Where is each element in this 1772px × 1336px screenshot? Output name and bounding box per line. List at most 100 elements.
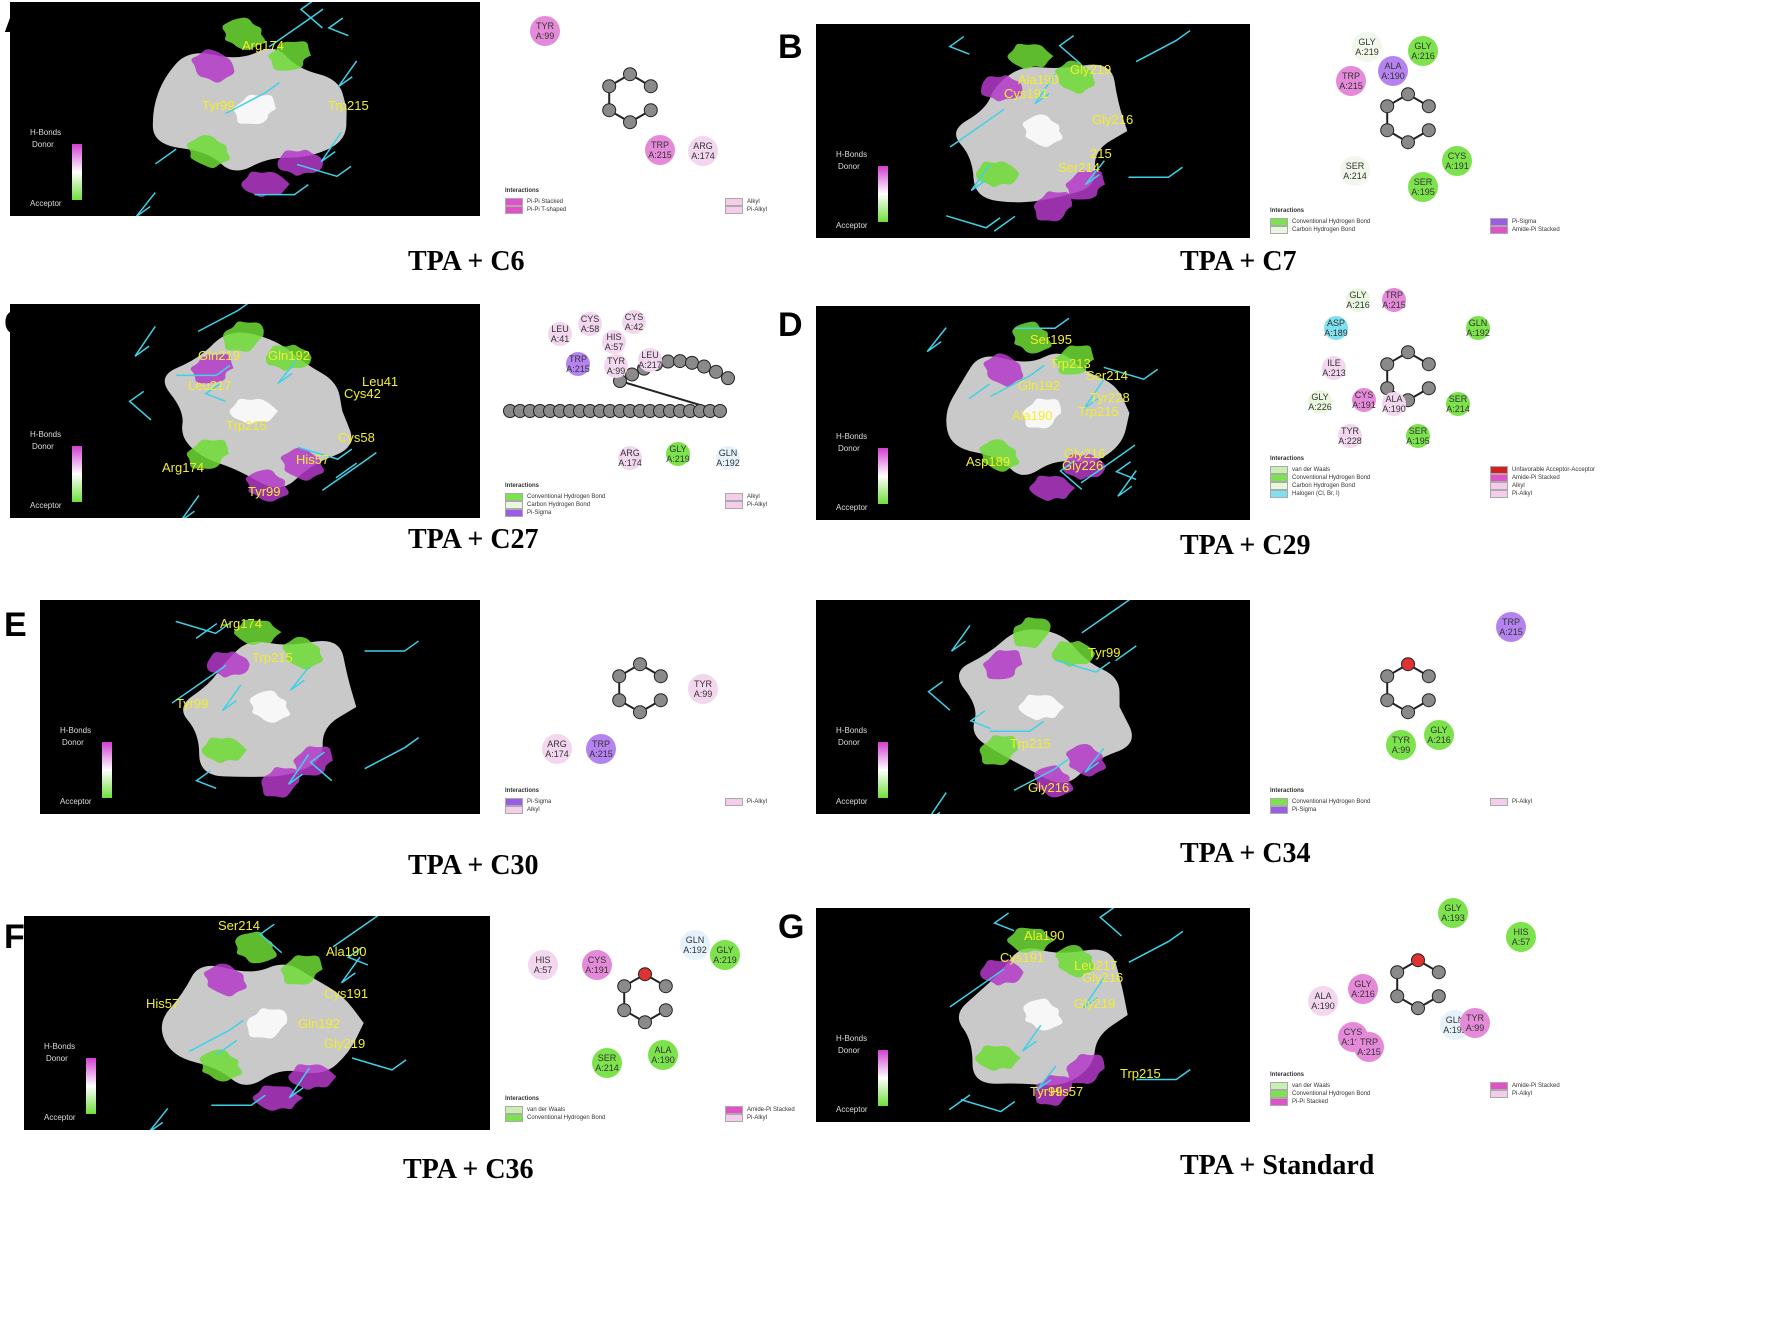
hbond-scale: H-Bonds Donor Acceptor <box>30 430 100 510</box>
residue-label: Trp215 <box>1120 1066 1161 1081</box>
residue-name: GLY <box>1414 41 1432 51</box>
binding-surface-render: H-Bonds Donor Acceptor <box>40 600 480 814</box>
residue-stick <box>948 1094 971 1111</box>
residue-bubble: CYS A:58 <box>578 312 602 336</box>
interaction-legend: Interactions Conventional Hydrogen Bond Ca… <box>1270 208 1560 248</box>
residue-label: Tyr99 <box>1088 645 1121 660</box>
residue-id: A:190 <box>651 1055 675 1065</box>
surface-patch <box>229 398 278 425</box>
hbond-acceptor-label: Acceptor <box>44 1113 76 1122</box>
legend-swatch <box>1490 490 1508 498</box>
panel-letter: D <box>778 306 803 344</box>
residue-bubble: ILE A:213 <box>1322 356 1346 380</box>
residue-stick <box>289 665 311 691</box>
surface-patch <box>282 636 323 670</box>
residue-bubble: SER A:195 <box>1406 424 1430 448</box>
panel-caption: TPA + C27 <box>408 524 539 555</box>
legend-title: Interactions <box>505 1096 540 1102</box>
atom <box>1421 357 1436 372</box>
atom <box>625 367 639 382</box>
legend-swatch <box>1270 1098 1288 1106</box>
surface-patch <box>1022 114 1063 148</box>
residue-stick <box>1080 444 1136 484</box>
residue-name: GLY <box>716 945 734 955</box>
residue-id: A:195 <box>1411 187 1435 197</box>
hbond-gradient-bar <box>72 446 82 502</box>
legend-label: Pi-Sigma <box>527 510 552 516</box>
residue-stick <box>1136 1068 1191 1081</box>
binding-surface-render: H-Bonds Donor Acceptor <box>816 908 1250 1122</box>
legend-swatch <box>505 509 523 517</box>
interaction-diagram <box>500 910 790 1120</box>
legend-item: Amide-Pi Stacked <box>725 1106 795 1114</box>
residue-name: TYR <box>607 356 625 366</box>
legend-label: Pi-Pi T-shaped <box>527 207 567 213</box>
ligand-skeleton <box>1380 87 1436 150</box>
legend-label: Pi-Alkyl <box>1512 799 1533 805</box>
residue-id: A:174 <box>618 458 642 468</box>
residue-id: A:193 <box>1441 913 1465 923</box>
residue-id: A:192 <box>1443 1025 1467 1035</box>
legend-label: Conventional Hydrogen Bond <box>1292 1091 1371 1097</box>
residue-bubble: CYS A:191 <box>582 950 612 980</box>
panel-caption: TPA + C6 <box>408 246 525 277</box>
residue-bubble: ARG A:174 <box>618 446 642 470</box>
legend-title: Interactions <box>505 483 540 489</box>
residue-stick <box>970 164 991 192</box>
hbond-acceptor-label: Acceptor <box>60 797 92 806</box>
hbond-gradient-bar <box>102 742 112 798</box>
residue-label: Gln192 <box>1018 378 1060 393</box>
surface-patch <box>261 767 300 798</box>
legend-item: van der Waals <box>1270 1082 1330 1090</box>
interaction-diagram <box>1268 288 1548 498</box>
residue-name: LEU <box>551 324 569 334</box>
residue-id: A:217 <box>638 360 662 370</box>
legend-item: Conventional Hydrogen Bond <box>1270 474 1370 482</box>
residue-name: GLN <box>1468 318 1488 328</box>
hbond-title-label: H-Bonds <box>30 128 62 137</box>
residue-name: GLN <box>718 448 738 458</box>
surface-patch <box>199 1049 243 1082</box>
legend-title: Interactions <box>505 188 540 194</box>
surface-patch <box>280 447 324 481</box>
binding-surface-render: H-Bonds Donor Acceptor <box>816 600 1250 814</box>
residue-id: A:219 <box>713 955 737 965</box>
residue-label: Gln192 <box>268 348 310 363</box>
atom <box>697 359 711 374</box>
surface-patch <box>268 41 311 71</box>
residue-name: CYS <box>1343 1027 1363 1037</box>
panel-caption: TPA + C30 <box>408 850 539 881</box>
surface-patch <box>235 931 277 964</box>
residue-name: GLY <box>1354 979 1372 989</box>
residue-name: ARG <box>620 448 640 458</box>
atom <box>617 1003 632 1018</box>
residue-id: A:192 <box>716 458 740 468</box>
hbond-scale: H-Bonds Donor Acceptor <box>30 128 100 208</box>
legend-swatch <box>505 493 523 501</box>
atom <box>617 979 632 994</box>
residue-stick <box>989 720 1045 733</box>
hbond-gradient-bar <box>86 1058 96 1114</box>
legend-swatch <box>725 493 743 501</box>
residue-stick <box>332 916 379 948</box>
interaction-legend: Interactions van der Waals Conventional Hy… <box>1270 456 1595 498</box>
atom <box>658 979 673 994</box>
residue-bubble: TYR A:228 <box>1338 424 1362 448</box>
legend-item: Pi-Sigma <box>1490 218 1536 226</box>
residue-stick <box>1103 366 1159 381</box>
legend-item: Amide-Pi Stacked <box>1490 226 1560 234</box>
residue-stick <box>221 684 242 712</box>
atom <box>1401 657 1415 672</box>
atom <box>623 115 637 130</box>
atom <box>1421 669 1436 684</box>
hbond-acceptor-label: Acceptor <box>30 199 62 208</box>
interaction-diagram <box>1268 600 1548 810</box>
legend-item: Conventional Hydrogen Bond <box>1270 798 1370 806</box>
residue-bubble: SER A:195 <box>1408 172 1438 202</box>
residue-id: A:216 <box>1427 735 1451 745</box>
residue-label: Gly219 <box>1074 996 1116 1011</box>
atom <box>1421 693 1436 708</box>
atom <box>638 1015 652 1030</box>
residue-id: A:191 <box>1341 1037 1365 1047</box>
interaction-legend: Interactions van der Waals Conventional Hy… <box>1270 1072 1560 1112</box>
